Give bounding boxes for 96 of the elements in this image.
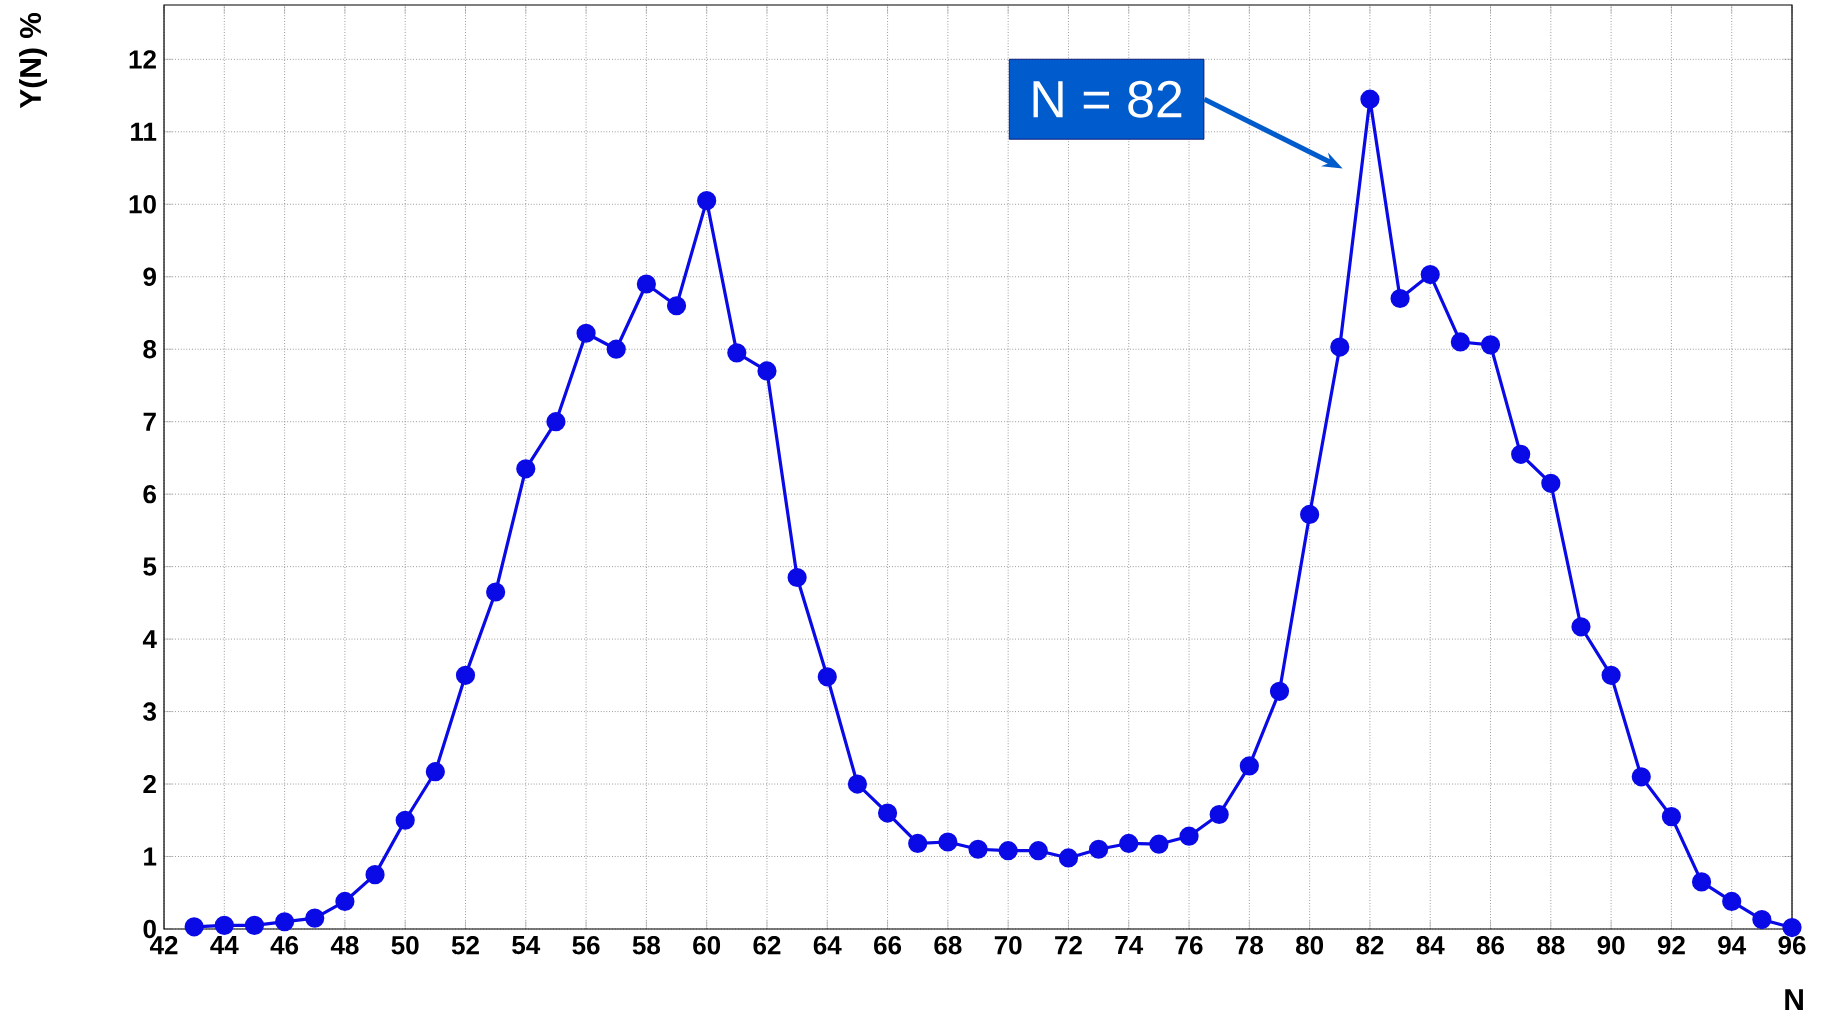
- x-tick-label: 80: [1295, 936, 1324, 955]
- x-tick-label: 66: [874, 936, 902, 955]
- point: [847, 774, 868, 794]
- point: [727, 343, 747, 363]
- x-tick-label: 94: [1718, 936, 1747, 955]
- x-tick-label: 92: [1657, 936, 1685, 955]
- point: [817, 667, 837, 687]
- point: [395, 810, 415, 830]
- y-tick-label: 8: [143, 340, 157, 359]
- point: [1209, 804, 1229, 825]
- x-tick-label: 62: [753, 936, 781, 955]
- point: [516, 459, 536, 479]
- x-tick-label: 84: [1416, 936, 1445, 955]
- annotation: N = 82: [1033, 80, 1182, 118]
- point: [184, 917, 204, 937]
- x-tick-label: 88: [1537, 936, 1565, 955]
- point: [1300, 504, 1320, 525]
- point: [1179, 826, 1199, 846]
- y-tick-label: 12: [129, 50, 156, 69]
- y-tick-label: 7: [143, 412, 156, 431]
- point: [1330, 337, 1350, 357]
- point: [908, 833, 928, 854]
- x-tick-label: 78: [1236, 936, 1264, 955]
- point: [1089, 839, 1109, 859]
- point: [275, 912, 295, 932]
- x-tick-label: 70: [994, 936, 1022, 955]
- point: [1722, 891, 1742, 912]
- x-tick-label: 52: [451, 936, 479, 955]
- point: [1782, 917, 1802, 938]
- y-tick-label: 10: [129, 195, 156, 214]
- x-tick-label: 72: [1055, 936, 1082, 955]
- point: [1058, 848, 1079, 868]
- x-tick-label: 54: [512, 936, 541, 955]
- point: [1028, 841, 1048, 861]
- y-tick-label: 5: [143, 557, 157, 576]
- point: [666, 296, 687, 316]
- x-tick-label: 68: [934, 936, 962, 955]
- x-tick-label: 56: [572, 936, 600, 955]
- point: [968, 839, 988, 859]
- point: [1661, 807, 1682, 827]
- point: [998, 841, 1018, 861]
- x-tick-label: 82: [1356, 936, 1384, 955]
- point: [1450, 332, 1470, 352]
- point: [1390, 288, 1410, 309]
- point: [1752, 909, 1772, 930]
- y-axis-title: Y(N) %: [19, 12, 48, 109]
- x-tick-label: 74: [1115, 936, 1144, 954]
- point: [305, 908, 325, 928]
- point: [1269, 681, 1290, 701]
- y-tick-label: 9: [143, 267, 156, 286]
- y-tick-label: 6: [143, 484, 156, 504]
- x-tick-label: 76: [1175, 936, 1203, 955]
- x-tick-label: 64: [813, 936, 842, 955]
- y-tick-label: 1: [144, 847, 157, 866]
- point: [787, 567, 807, 588]
- point: [486, 582, 506, 602]
- point: [546, 412, 566, 432]
- point: [1420, 264, 1440, 285]
- x-tick-label: 86: [1476, 936, 1505, 955]
- point: [455, 665, 476, 685]
- x-tick-label: 60: [693, 936, 721, 955]
- point: [636, 274, 656, 294]
- x-tick-label: 58: [632, 936, 661, 955]
- x-tick-label: 46: [270, 936, 299, 955]
- x-tick-label: 96: [1778, 936, 1806, 955]
- point: [1571, 617, 1591, 637]
- point: [214, 915, 234, 935]
- y-tick-label: 3: [143, 702, 156, 721]
- x-axis-title: N: [1785, 989, 1803, 1010]
- point: [1511, 444, 1531, 464]
- point: [365, 865, 385, 885]
- point: [1691, 872, 1712, 892]
- y-tick-label: 11: [131, 122, 157, 141]
- point: [335, 891, 355, 912]
- x-tick-label: 44: [210, 936, 239, 954]
- point: [606, 339, 626, 359]
- point: [1360, 89, 1380, 109]
- y-tick-label: 4: [142, 630, 157, 649]
- point: [877, 803, 898, 823]
- point: [1480, 335, 1501, 355]
- point: [757, 361, 777, 381]
- y-tick-label: 2: [143, 774, 156, 794]
- point: [576, 323, 596, 343]
- x-tick-label: 50: [391, 936, 419, 955]
- x-tick-label: 48: [330, 936, 359, 955]
- x-tick-label: 90: [1597, 936, 1625, 955]
- point: [1601, 665, 1621, 685]
- point: [425, 762, 445, 782]
- point: [697, 191, 717, 211]
- point: [1119, 833, 1139, 854]
- point: [1631, 767, 1651, 787]
- point: [244, 915, 265, 935]
- point: [1149, 834, 1169, 854]
- point: [1239, 756, 1259, 776]
- point: [938, 832, 958, 852]
- point: [1541, 473, 1561, 493]
